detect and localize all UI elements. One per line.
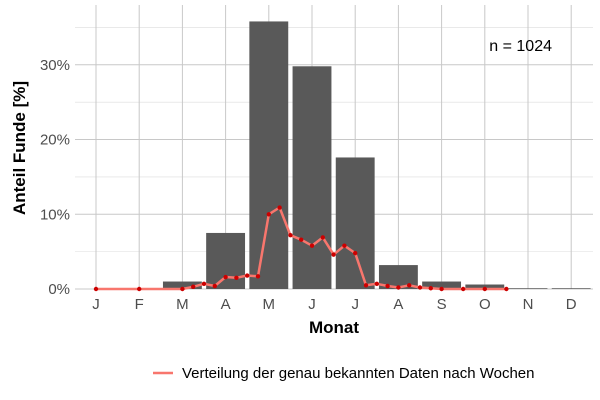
weekly-point bbox=[288, 232, 293, 238]
weekly-point bbox=[277, 205, 282, 210]
weekly-point bbox=[137, 286, 142, 292]
weekly-point bbox=[439, 286, 444, 292]
x-tick-label: J bbox=[308, 296, 316, 313]
x-tick-label: M bbox=[263, 296, 276, 313]
weekly-point bbox=[374, 281, 379, 286]
weekly-point bbox=[385, 283, 390, 289]
x-tick-label: A bbox=[221, 296, 231, 313]
weekly-point bbox=[428, 286, 433, 291]
bar bbox=[422, 281, 462, 289]
weekly-point bbox=[320, 235, 325, 240]
weekly-point bbox=[234, 275, 239, 280]
line-layer bbox=[93, 205, 509, 292]
weekly-point bbox=[309, 243, 315, 248]
weekly-point bbox=[396, 285, 401, 290]
weekly-point bbox=[191, 284, 196, 289]
weekly-point bbox=[299, 237, 304, 242]
weekly-point bbox=[331, 252, 336, 257]
x-tick-label: S bbox=[437, 296, 447, 313]
bar bbox=[378, 265, 418, 289]
legend: Verteilung der genau bekannten Daten nac… bbox=[153, 365, 535, 382]
weekly-point bbox=[363, 283, 369, 288]
weekly-point bbox=[504, 286, 509, 292]
x-tick-label: F bbox=[135, 296, 144, 313]
legend-label: Verteilung der genau bekannten Daten nac… bbox=[182, 365, 535, 382]
y-axis-ticks: 0% 10% 20% 30% bbox=[40, 57, 70, 298]
y-tick-label: 0% bbox=[48, 281, 70, 298]
weekly-point bbox=[223, 274, 228, 280]
bars-layer bbox=[162, 21, 591, 289]
y-tick-label: 20% bbox=[40, 132, 70, 149]
weekly-point bbox=[461, 286, 466, 292]
y-tick-label: 10% bbox=[40, 206, 70, 223]
weekly-point bbox=[245, 273, 250, 278]
bar bbox=[508, 288, 548, 289]
x-tick-label: N bbox=[523, 296, 534, 313]
bar bbox=[465, 284, 505, 289]
x-tick-label: O bbox=[479, 296, 491, 313]
x-tick-label: J bbox=[92, 296, 100, 313]
bar bbox=[249, 21, 289, 289]
weekly-point bbox=[93, 286, 99, 292]
weekly-point bbox=[417, 285, 423, 290]
weekly-point bbox=[407, 283, 412, 288]
weekly-point bbox=[201, 281, 207, 286]
weekly-point bbox=[482, 286, 487, 292]
x-tick-label: J bbox=[351, 296, 359, 313]
x-tick-label: D bbox=[566, 296, 577, 313]
y-tick-label: 30% bbox=[40, 57, 70, 74]
weekly-point bbox=[255, 274, 261, 279]
bar bbox=[162, 281, 202, 289]
x-axis-title: Monat bbox=[309, 318, 359, 337]
weekly-point bbox=[180, 286, 185, 292]
bar bbox=[335, 157, 375, 289]
bar bbox=[206, 232, 246, 289]
x-tick-label: A bbox=[393, 296, 403, 313]
bar bbox=[551, 288, 591, 289]
y-axis-title: Anteil Funde [%] bbox=[10, 81, 29, 215]
x-tick-label: M bbox=[176, 296, 189, 313]
weekly-point bbox=[212, 283, 217, 289]
bar bbox=[292, 66, 332, 289]
weekly-point bbox=[342, 243, 347, 248]
weekly-point bbox=[353, 250, 358, 256]
weekly-point bbox=[266, 212, 271, 217]
sample-size-annotation: n = 1024 bbox=[489, 38, 552, 55]
